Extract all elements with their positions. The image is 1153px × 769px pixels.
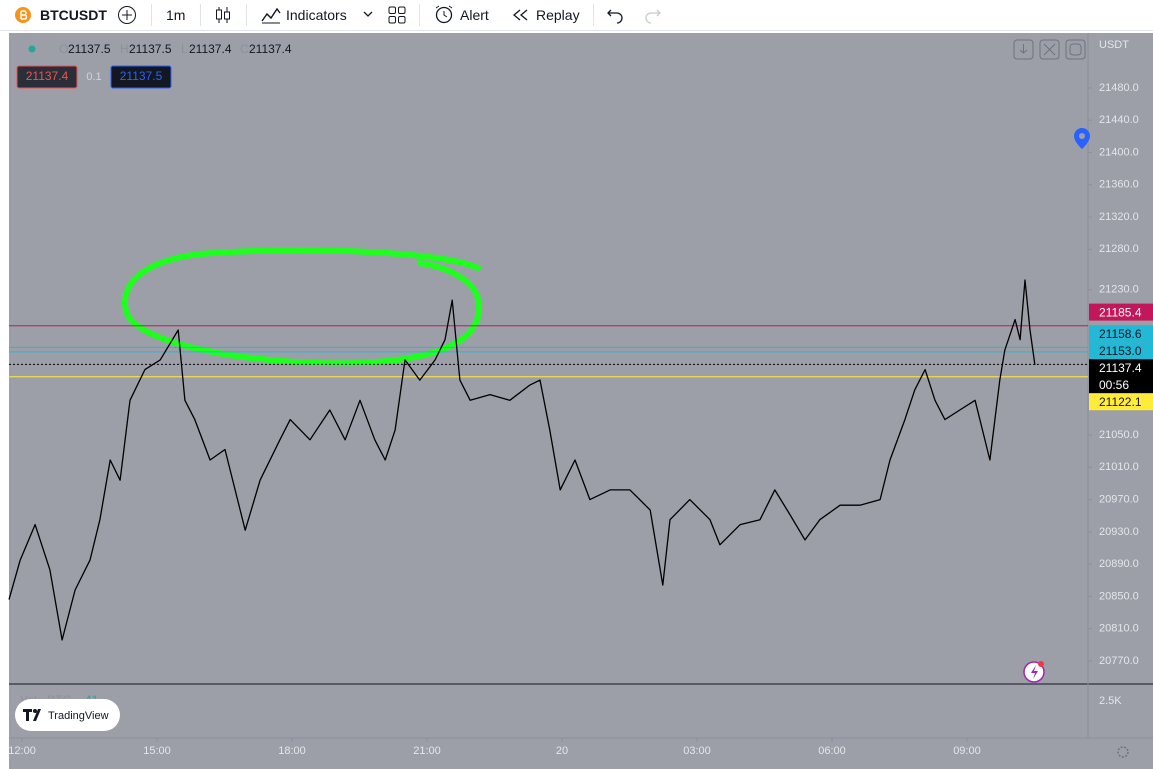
y-tick-label: 21230.0 <box>1099 284 1139 296</box>
undo-button[interactable] <box>606 6 624 24</box>
legend-label: C <box>240 42 249 56</box>
x-tick-label: 20 <box>556 745 568 757</box>
legend-value: 21137.5 <box>68 42 111 56</box>
price-tag-label: 21158.6 <box>1099 327 1142 341</box>
price-line <box>8 279 1036 641</box>
x-tick-label: 12:00 <box>8 745 36 757</box>
watermark-logo <box>23 709 41 721</box>
replay-icon[interactable] <box>511 7 531 23</box>
y-tick-label: 21480.0 <box>1099 82 1139 94</box>
price-tag <box>1089 303 1153 321</box>
separator <box>419 4 420 26</box>
y-tick-label: 21400.0 <box>1099 146 1139 158</box>
x-tick-label: 06:00 <box>818 745 846 757</box>
y-tick-label: 20970.0 <box>1099 493 1139 505</box>
x-tick-label: 03:00 <box>683 745 711 757</box>
ellipse-drawing[interactable] <box>122 247 482 367</box>
chevron[interactable] <box>362 10 374 20</box>
replay[interactable]: Replay <box>536 7 580 23</box>
indicators-icon[interactable] <box>260 5 282 25</box>
price-tag-label: 21137.4 <box>1099 361 1142 375</box>
watermark[interactable]: TradingView <box>48 710 109 722</box>
watermark-logo-dot <box>33 709 37 713</box>
separator <box>151 4 152 26</box>
chart-type-button[interactable] <box>213 5 233 25</box>
layout-button[interactable] <box>388 6 406 24</box>
y-tick-label: 21440.0 <box>1099 114 1139 126</box>
legend-value: 21137.4 <box>249 42 292 56</box>
pane-button-icon <box>1019 44 1028 54</box>
alert[interactable]: Alert <box>460 7 489 23</box>
y-tick-label: 21280.0 <box>1099 243 1139 255</box>
x-tick-label: 21:00 <box>413 745 441 757</box>
chart: O 21137.5 H 21137.5 L 21137.4 C 21137.4 … <box>0 31 1153 769</box>
y-tick-label: 21360.0 <box>1099 179 1139 191</box>
volume-axis-label: 2.5K <box>1099 695 1122 707</box>
price-tag <box>1089 325 1153 343</box>
separator <box>200 4 201 26</box>
price-tag <box>1089 393 1153 411</box>
legend-value: 21137.4 <box>189 42 232 56</box>
buy-button[interactable] <box>110 65 172 89</box>
event-badge <box>1038 661 1044 667</box>
interval[interactable]: 1m <box>166 7 186 23</box>
alert-pin-hole <box>1079 133 1085 139</box>
price-tag <box>1089 342 1153 360</box>
separator <box>246 4 247 26</box>
separator <box>593 4 594 26</box>
event-icon-bolt <box>1031 665 1038 679</box>
y-tick-label: 20850.0 <box>1099 590 1139 602</box>
alert-icon[interactable] <box>433 4 455 26</box>
legend-value: 21137.5 <box>129 42 172 56</box>
y-tick-label: 20810.0 <box>1099 623 1139 635</box>
y-tick-label: 20930.0 <box>1099 526 1139 538</box>
toolbar: BTCUSDT 1m Indicators Alert Replay <box>0 0 1153 31</box>
y-tick-label: 20890.0 <box>1099 558 1139 570</box>
watermark-badge[interactable] <box>15 699 120 731</box>
price-tag-label: 21122.1 <box>1099 395 1142 409</box>
sell-button[interactable] <box>16 65 78 89</box>
price-tag-label: 21153.0 <box>1099 344 1142 358</box>
redo-button[interactable] <box>644 6 662 24</box>
status-dot <box>28 45 36 53</box>
pane-button-icon <box>1069 43 1082 56</box>
compare-button[interactable] <box>117 5 137 25</box>
currency[interactable]: USDT <box>1099 39 1129 51</box>
pane-button[interactable] <box>1065 39 1086 60</box>
chart-background <box>9 33 1153 769</box>
symbol-icon <box>15 7 31 23</box>
sell-price[interactable]: 21137.4 <box>26 69 69 83</box>
indicators[interactable]: Indicators <box>286 7 347 23</box>
y-tick-label: 21050.0 <box>1099 429 1139 441</box>
spread: 0.1 <box>86 71 101 83</box>
x-tick-label: 09:00 <box>953 745 981 757</box>
price-tag <box>1089 359 1153 394</box>
plot: 21480.0 21440.0 21400.0 21360.0 21320.0 21280… <box>8 82 1153 757</box>
x-tick-label: 18:00 <box>278 745 306 757</box>
y-tick-label: 21320.0 <box>1099 211 1139 223</box>
x-tick-label: 15:00 <box>143 745 171 757</box>
settings-button[interactable] <box>1117 746 1129 758</box>
legend-label: O <box>59 42 68 56</box>
legend-label: H <box>120 42 129 56</box>
symbol[interactable]: BTCUSDT <box>40 7 107 23</box>
legend-label: L <box>181 42 188 56</box>
pane-button[interactable] <box>1039 39 1060 60</box>
y-tick-label: 20770.0 <box>1099 655 1139 667</box>
y-tick-label: 21010.0 <box>1099 461 1139 473</box>
pane-button-icon <box>1043 43 1056 56</box>
buy-price[interactable]: 21137.5 <box>120 69 163 83</box>
pane-button[interactable] <box>1013 39 1034 60</box>
price-tag-label: 21185.4 <box>1099 305 1142 319</box>
countdown: 00:56 <box>1099 378 1129 392</box>
